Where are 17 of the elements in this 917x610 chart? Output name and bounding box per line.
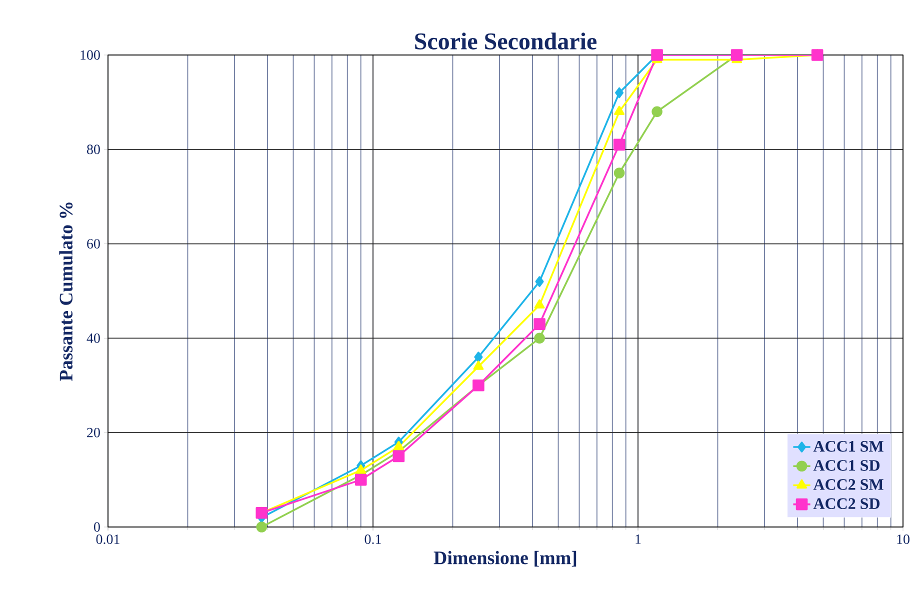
x-tick-label: 10 — [897, 534, 910, 544]
y-tick-label: 20 — [87, 428, 100, 438]
y-tick-label: 40 — [86, 333, 100, 343]
x-tick-label: 1 — [636, 534, 641, 544]
y-axis-title: Passante Cumulato % — [59, 202, 73, 381]
y-tick-label: 60 — [87, 239, 100, 249]
legend-label: ACC2 SD — [813, 498, 880, 510]
legend-label: ACC1 SD — [813, 460, 880, 471]
y-tick-label: 80 — [87, 144, 100, 154]
y-tick-label: 0 — [94, 522, 100, 532]
chart-title: Scorie Secondarie — [415, 32, 597, 50]
x-axis-title: Dimensione [mm] — [434, 550, 576, 567]
x-tick-label: 0.01 — [96, 534, 120, 544]
y-tick-label: 100 — [80, 50, 100, 60]
x-tick-label: 0.1 — [364, 534, 381, 544]
legend-label: ACC2 SM — [813, 479, 884, 490]
legend-label: ACC1 SM — [813, 440, 884, 452]
